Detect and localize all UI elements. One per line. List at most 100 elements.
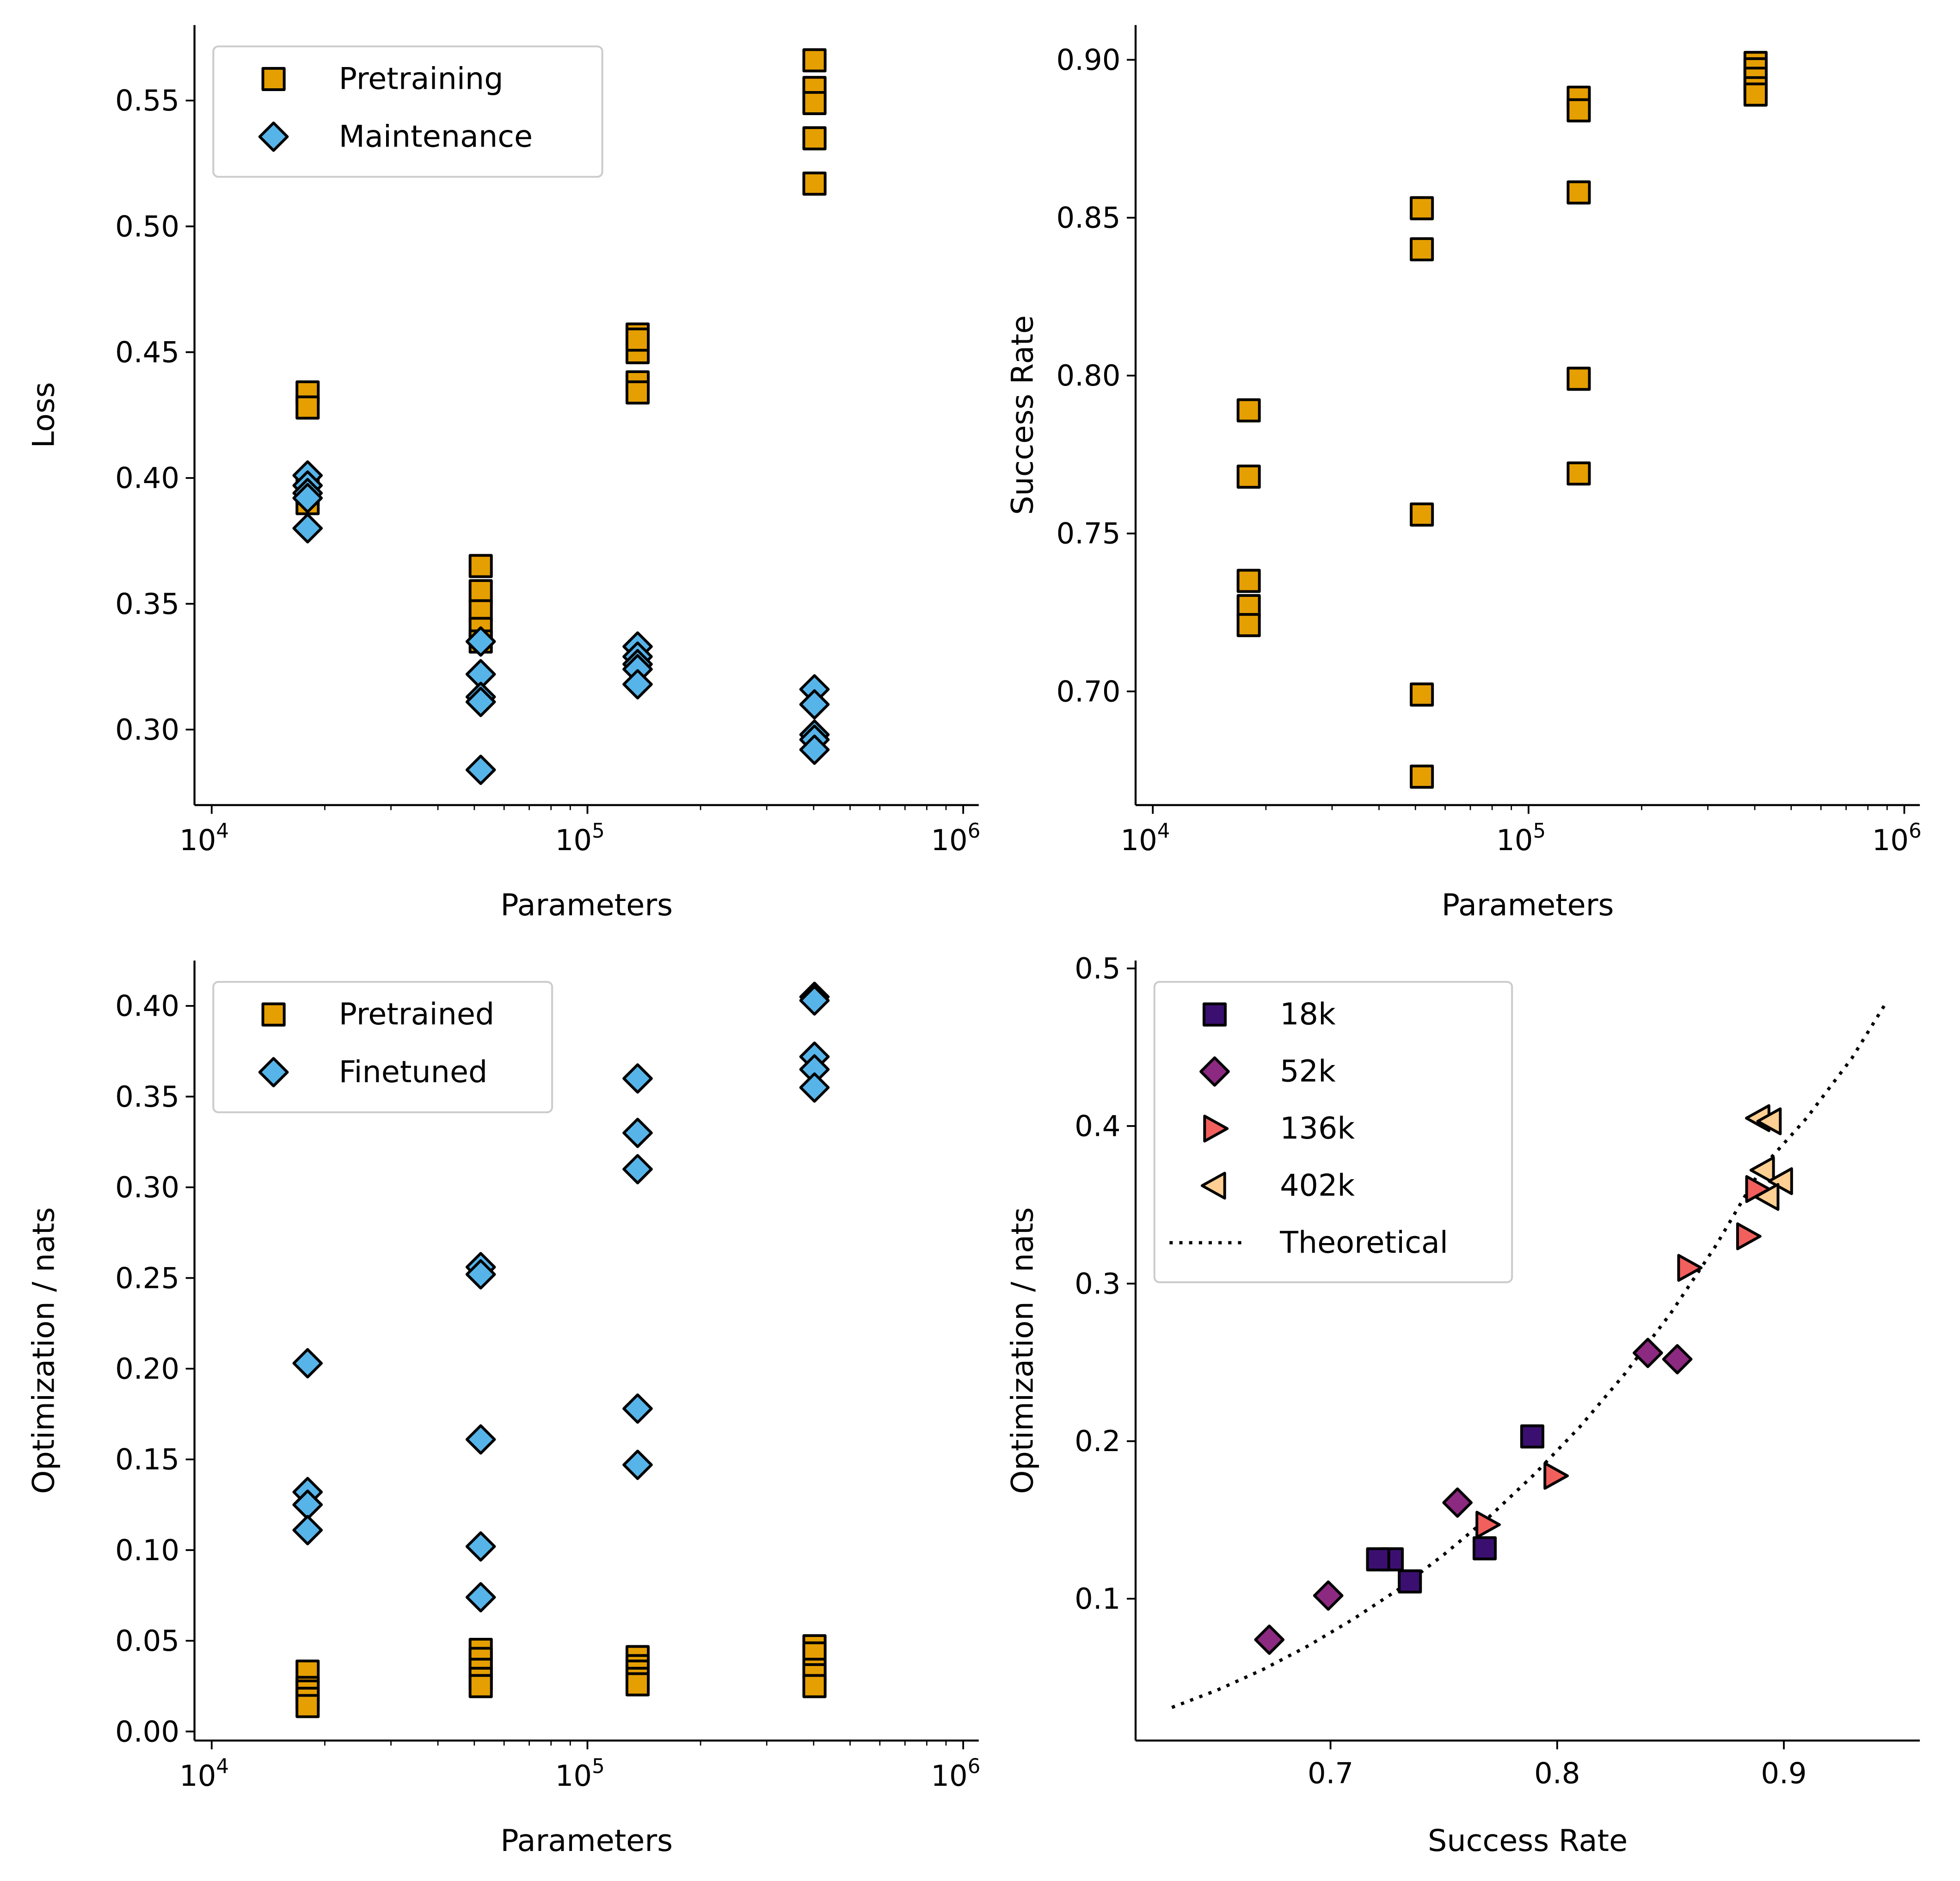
y-tick-label: 0.5 xyxy=(1075,952,1120,986)
data-point-136k xyxy=(1543,1462,1569,1490)
data-point-success xyxy=(1410,237,1434,262)
legend-marker xyxy=(261,1002,286,1027)
data-point-18k xyxy=(1366,1547,1390,1572)
y-tick-label: 0.4 xyxy=(1075,1109,1120,1143)
y-tick-label: 0.10 xyxy=(115,1533,179,1567)
data-point-52k xyxy=(1254,1624,1285,1655)
y-tick-label: 0.1 xyxy=(1075,1582,1120,1616)
y-axis-label: Optimization / nats xyxy=(27,1207,61,1494)
y-tick-label: 0.20 xyxy=(115,1352,179,1385)
data-point-136k xyxy=(1475,1511,1501,1539)
data-point-maintenance xyxy=(292,483,323,514)
data-point-success xyxy=(1410,196,1434,221)
data-point-maintenance xyxy=(465,626,496,657)
x-tick-label: 104 xyxy=(179,1755,229,1793)
data-point-pretraining xyxy=(802,126,827,151)
y-tick-label: 0.90 xyxy=(1056,43,1120,77)
x-tick-base: 10 xyxy=(1120,823,1157,857)
legend-label: Finetuned xyxy=(339,1055,488,1090)
legend-label: 136k xyxy=(1280,1111,1355,1146)
x-tick-label: 105 xyxy=(555,1755,605,1793)
y-tick-label: 0.35 xyxy=(115,1080,179,1114)
data-point-finetuned xyxy=(465,1582,496,1613)
data-point-success xyxy=(1236,613,1261,637)
data-point-402k xyxy=(1749,1156,1775,1184)
legend-marker xyxy=(258,1057,289,1088)
x-tick-exponent: 4 xyxy=(216,820,229,843)
x-axis-label: Parameters xyxy=(500,888,673,923)
x-axis-label: Success Rate xyxy=(1428,1824,1628,1858)
data-point-finetuned xyxy=(622,1154,653,1184)
data-point-18k xyxy=(1472,1536,1497,1561)
x-tick-label: 0.8 xyxy=(1534,1756,1580,1790)
legend xyxy=(212,980,553,1114)
data-point-finetuned xyxy=(622,1393,653,1424)
x-tick-label: 0.9 xyxy=(1761,1756,1806,1790)
data-point-finetuned xyxy=(799,1072,830,1103)
x-tick-base: 10 xyxy=(1872,823,1909,857)
data-point-success xyxy=(1236,569,1261,593)
data-point-maintenance xyxy=(465,754,496,785)
data-point-pretraining xyxy=(625,380,650,404)
data-point-success xyxy=(1567,367,1591,391)
data-point-18k xyxy=(1398,1569,1422,1593)
x-axis-label: Parameters xyxy=(500,1824,673,1858)
data-point-18k xyxy=(1520,1424,1544,1449)
data-point-maintenance xyxy=(292,513,323,544)
legend-label: Theoretical xyxy=(1279,1225,1448,1260)
legend-label: 402k xyxy=(1280,1169,1355,1203)
x-tick-base: 10 xyxy=(931,823,967,857)
x-tick-exponent: 4 xyxy=(216,1755,229,1778)
y-axis-label: Optimization / nats xyxy=(1005,1207,1040,1494)
y-tick-label: 0.80 xyxy=(1056,359,1120,392)
y-tick-label: 0.25 xyxy=(115,1261,179,1295)
y-tick-label: 0.75 xyxy=(1056,517,1120,551)
data-point-402k xyxy=(1754,1183,1780,1211)
legend-marker xyxy=(1202,1002,1227,1027)
data-point-402k xyxy=(1756,1107,1782,1135)
legend-marker xyxy=(1199,1056,1230,1087)
y-axis-label: Loss xyxy=(27,382,61,448)
data-point-pretraining xyxy=(802,91,827,116)
x-tick-base: 10 xyxy=(555,1759,592,1793)
x-tick-base: 10 xyxy=(179,823,216,857)
data-point-pretrained xyxy=(468,1674,493,1698)
data-point-finetuned xyxy=(292,1515,323,1545)
x-tick-label: 106 xyxy=(931,820,980,857)
data-point-pretraining xyxy=(468,554,493,578)
x-tick-label: 104 xyxy=(1120,820,1170,857)
y-tick-label: 0.30 xyxy=(115,1170,179,1204)
x-tick-base: 10 xyxy=(1496,823,1533,857)
data-point-52k xyxy=(1442,1487,1473,1518)
data-point-pretraining xyxy=(625,327,650,352)
y-tick-label: 0.15 xyxy=(115,1443,179,1477)
y-axis-label: Success Rate xyxy=(1005,315,1040,515)
x-tick-base: 10 xyxy=(931,1759,967,1793)
data-point-pretraining xyxy=(468,579,493,603)
data-point-pretraining xyxy=(295,395,320,420)
x-tick-label: 104 xyxy=(179,820,229,857)
data-point-pretraining xyxy=(802,48,827,73)
data-point-success xyxy=(1567,180,1591,205)
x-tick-label: 106 xyxy=(931,1755,980,1793)
x-tick-exponent: 4 xyxy=(1157,820,1170,843)
y-tick-label: 0.05 xyxy=(115,1624,179,1658)
data-point-finetuned xyxy=(622,1117,653,1148)
y-tick-label: 0.85 xyxy=(1056,201,1120,235)
data-point-52k xyxy=(1633,1337,1663,1368)
legend-marker xyxy=(1203,1115,1229,1143)
data-point-finetuned xyxy=(465,1259,496,1290)
legend-label: 52k xyxy=(1280,1054,1336,1089)
data-point-136k xyxy=(1677,1254,1703,1282)
y-tick-label: 0.50 xyxy=(115,209,179,243)
data-point-maintenance xyxy=(799,734,830,765)
data-point-success xyxy=(1567,461,1591,486)
legend-label: Pretrained xyxy=(339,997,495,1032)
legend-label: Maintenance xyxy=(339,119,533,154)
data-point-pretrained xyxy=(295,1694,320,1718)
data-point-pretrained xyxy=(625,1672,650,1697)
data-point-pretrained xyxy=(802,1674,827,1698)
